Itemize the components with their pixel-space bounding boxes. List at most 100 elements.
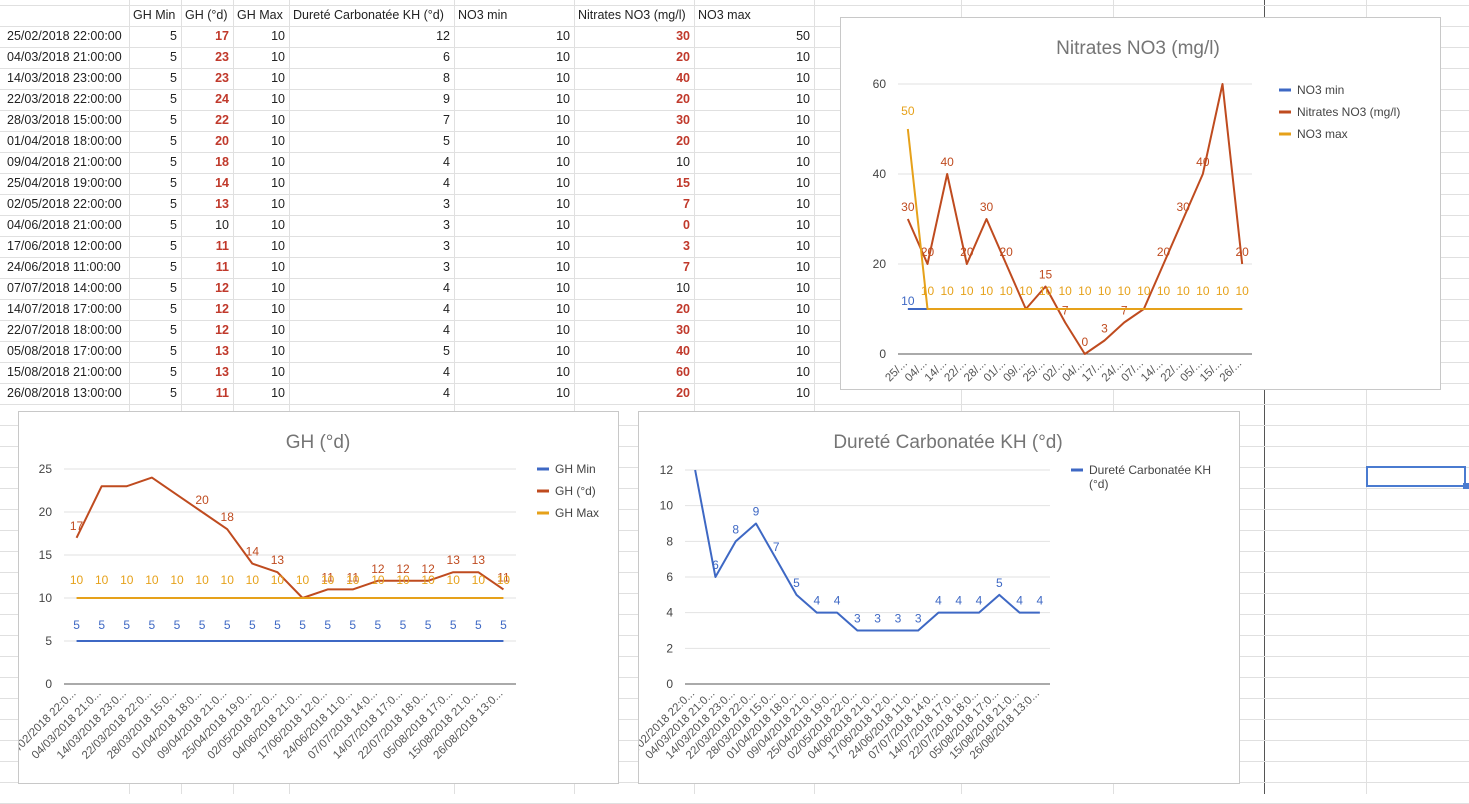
value-cell[interactable]: 20 — [676, 134, 690, 148]
value-cell[interactable]: 5 — [170, 239, 177, 253]
value-cell[interactable]: 5 — [170, 302, 177, 316]
value-cell[interactable]: 20 — [215, 134, 229, 148]
value-cell[interactable]: 10 — [271, 155, 285, 169]
value-cell[interactable]: 13 — [215, 365, 229, 379]
value-cell[interactable]: 10 — [796, 134, 810, 148]
value-cell[interactable]: 10 — [556, 386, 570, 400]
value-cell[interactable]: 10 — [556, 365, 570, 379]
value-cell[interactable]: 10 — [796, 365, 810, 379]
value-cell[interactable]: 5 — [170, 134, 177, 148]
value-cell[interactable]: 7 — [443, 113, 450, 127]
value-cell[interactable]: 10 — [271, 281, 285, 295]
value-cell[interactable]: 10 — [796, 176, 810, 190]
value-cell[interactable]: 15 — [676, 176, 690, 190]
value-cell[interactable]: 10 — [556, 281, 570, 295]
value-cell[interactable]: 11 — [215, 260, 229, 274]
value-cell[interactable]: 10 — [556, 302, 570, 316]
column-header[interactable]: Dureté Carbonatée KH (°d) — [293, 8, 444, 22]
value-cell[interactable]: 3 — [683, 239, 690, 253]
value-cell[interactable]: 5 — [443, 344, 450, 358]
chart-kh[interactable]: Dureté Carbonatée KH (°d) 0 2 4 6 8 10 12 25/02/… — [638, 411, 1240, 784]
date-cell[interactable]: 22/03/2018 22:00:00 — [7, 92, 122, 106]
value-cell[interactable]: 7 — [683, 260, 690, 274]
date-cell[interactable]: 17/06/2018 12:00:00 — [7, 239, 122, 253]
value-cell[interactable]: 22 — [215, 113, 229, 127]
value-cell[interactable]: 10 — [556, 323, 570, 337]
value-cell[interactable]: 5 — [170, 176, 177, 190]
date-cell[interactable]: 22/07/2018 18:00:00 — [7, 323, 122, 337]
value-cell[interactable]: 10 — [556, 113, 570, 127]
value-cell[interactable]: 20 — [676, 92, 690, 106]
value-cell[interactable]: 30 — [676, 113, 690, 127]
value-cell[interactable]: 10 — [271, 365, 285, 379]
value-cell[interactable]: 10 — [271, 218, 285, 232]
value-cell[interactable]: 6 — [443, 50, 450, 64]
value-cell[interactable]: 0 — [683, 218, 690, 232]
value-cell[interactable]: 5 — [170, 113, 177, 127]
value-cell[interactable]: 17 — [215, 29, 229, 43]
value-cell[interactable]: 13 — [215, 344, 229, 358]
value-cell[interactable]: 10 — [796, 323, 810, 337]
value-cell[interactable]: 10 — [796, 50, 810, 64]
column-header[interactable]: GH (°d) — [185, 8, 228, 22]
value-cell[interactable]: 14 — [215, 176, 229, 190]
chart-nitrates-no3[interactable]: Nitrates NO3 (mg/l) 0 20 40 60 25/... 04/... 14… — [840, 17, 1441, 390]
date-cell[interactable]: 14/03/2018 23:00:00 — [7, 71, 122, 85]
value-cell[interactable]: 10 — [271, 113, 285, 127]
value-cell[interactable]: 60 — [676, 365, 690, 379]
value-cell[interactable]: 10 — [556, 344, 570, 358]
value-cell[interactable]: 5 — [170, 386, 177, 400]
date-cell[interactable]: 26/08/2018 13:00:00 — [7, 386, 122, 400]
value-cell[interactable]: 10 — [271, 134, 285, 148]
value-cell[interactable]: 10 — [796, 260, 810, 274]
value-cell[interactable]: 23 — [215, 50, 229, 64]
value-cell[interactable]: 12 — [436, 29, 450, 43]
value-cell[interactable]: 10 — [796, 344, 810, 358]
value-cell[interactable]: 3 — [443, 260, 450, 274]
column-header[interactable]: GH Max — [237, 8, 283, 22]
value-cell[interactable]: 4 — [443, 386, 450, 400]
value-cell[interactable]: 10 — [796, 239, 810, 253]
value-cell[interactable]: 10 — [796, 92, 810, 106]
date-cell[interactable]: 04/06/2018 21:00:00 — [7, 218, 122, 232]
value-cell[interactable]: 40 — [676, 344, 690, 358]
date-cell[interactable]: 15/08/2018 21:00:00 — [7, 365, 122, 379]
value-cell[interactable]: 10 — [271, 29, 285, 43]
value-cell[interactable]: 11 — [215, 386, 229, 400]
value-cell[interactable]: 10 — [271, 386, 285, 400]
value-cell[interactable]: 8 — [443, 71, 450, 85]
value-cell[interactable]: 5 — [170, 323, 177, 337]
value-cell[interactable]: 5 — [170, 218, 177, 232]
value-cell[interactable]: 10 — [271, 71, 285, 85]
value-cell[interactable]: 5 — [170, 71, 177, 85]
value-cell[interactable]: 5 — [170, 155, 177, 169]
value-cell[interactable]: 10 — [556, 50, 570, 64]
value-cell[interactable]: 10 — [556, 197, 570, 211]
value-cell[interactable]: 4 — [443, 176, 450, 190]
date-cell[interactable]: 25/04/2018 19:00:00 — [7, 176, 122, 190]
value-cell[interactable]: 23 — [215, 71, 229, 85]
value-cell[interactable]: 24 — [215, 92, 229, 106]
value-cell[interactable]: 10 — [796, 218, 810, 232]
value-cell[interactable]: 10 — [796, 155, 810, 169]
value-cell[interactable]: 10 — [796, 197, 810, 211]
value-cell[interactable]: 5 — [170, 197, 177, 211]
column-header[interactable]: Nitrates NO3 (mg/l) — [578, 8, 686, 22]
value-cell[interactable]: 10 — [676, 155, 690, 169]
value-cell[interactable]: 5 — [170, 344, 177, 358]
value-cell[interactable]: 13 — [215, 197, 229, 211]
value-cell[interactable]: 10 — [556, 260, 570, 274]
fill-handle[interactable] — [1463, 483, 1469, 489]
value-cell[interactable]: 10 — [271, 344, 285, 358]
value-cell[interactable]: 20 — [676, 386, 690, 400]
value-cell[interactable]: 10 — [556, 176, 570, 190]
value-cell[interactable]: 40 — [676, 71, 690, 85]
value-cell[interactable]: 10 — [796, 386, 810, 400]
value-cell[interactable]: 10 — [796, 71, 810, 85]
value-cell[interactable]: 10 — [271, 197, 285, 211]
value-cell[interactable]: 4 — [443, 302, 450, 316]
value-cell[interactable]: 10 — [796, 302, 810, 316]
value-cell[interactable]: 10 — [271, 323, 285, 337]
value-cell[interactable]: 5 — [170, 92, 177, 106]
column-header[interactable]: GH Min — [133, 8, 176, 22]
